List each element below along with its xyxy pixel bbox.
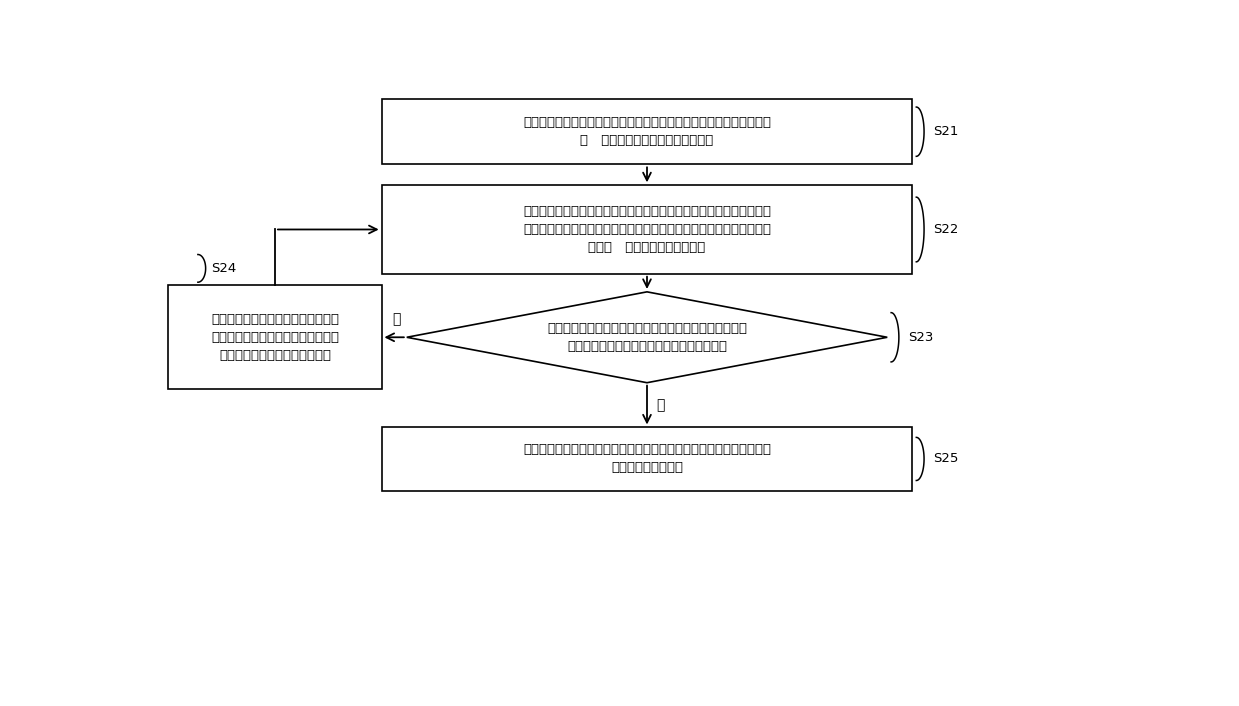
FancyBboxPatch shape <box>169 285 382 389</box>
Text: S22: S22 <box>933 223 959 236</box>
Text: 判断所述第一电信号在所述第一接收电路的延时是否小于
所述第二电信号在所述第二接收电路中的延时: 判断所述第一电信号在所述第一接收电路的延时是否小于 所述第二电信号在所述第二接收… <box>546 322 747 353</box>
FancyBboxPatch shape <box>382 427 912 491</box>
Text: S21: S21 <box>933 125 959 138</box>
Text: 是: 是 <box>657 398 664 412</box>
Text: 将所述时间数字转换器的开始信号管
脚和停止信号管脚分别连接到所述第
二接收电路和所述第一接收电路: 将所述时间数字转换器的开始信号管 脚和停止信号管脚分别连接到所述第 二接收电路和… <box>211 313 339 361</box>
Text: S23: S23 <box>908 331 933 344</box>
FancyBboxPatch shape <box>382 185 912 274</box>
Text: S25: S25 <box>933 453 959 465</box>
FancyBboxPatch shape <box>382 99 912 164</box>
Text: S24: S24 <box>211 262 237 275</box>
Polygon shape <box>406 292 887 383</box>
Text: 将所述时间数字转换器的开始信号管脚和停止信号管脚分别连接到所述
第 一接收电路和所述第二接收电路: 将所述时间数字转换器的开始信号管脚和停止信号管脚分别连接到所述 第 一接收电路和… <box>523 116 771 147</box>
Text: 否: 否 <box>393 313 400 326</box>
Text: 将所述第一电信号和所述第二电信号到达所述时间数字转换器的时间差
作为所述校准时间差: 将所述第一电信号和所述第二电信号到达所述时间数字转换器的时间差 作为所述校准时间… <box>523 443 771 474</box>
Text: 向所述第一接收电路和所述第二接收电路同时分别发射第一测量光束、
以及第二测量光束，以使所述第一测量光束和所述第二测量光束分别转
变为第 一电信号和第二电信号: 向所述第一接收电路和所述第二接收电路同时分别发射第一测量光束、 以及第二测量光束… <box>523 205 771 254</box>
